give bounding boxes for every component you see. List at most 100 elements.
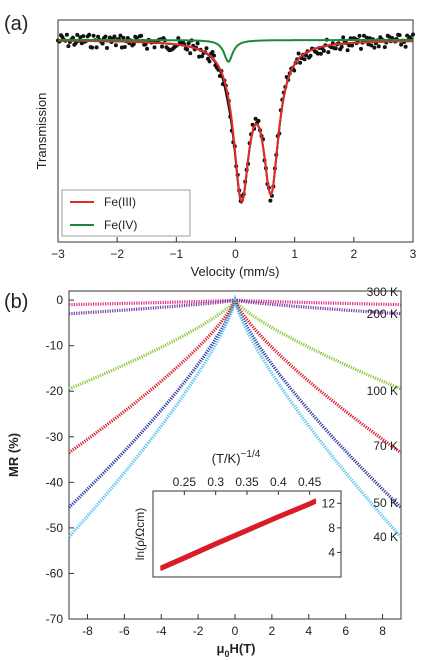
panel-a-data-point	[139, 33, 144, 38]
panel-b-ylabel: MR (%)	[6, 433, 21, 477]
panel-a-data-point	[75, 32, 80, 37]
panel-a-data-point	[200, 54, 205, 59]
panel-b-xticks: -8 -6 -4 -2 0 2 4 6 8	[82, 614, 386, 638]
panel-b-label: (b)	[4, 291, 28, 313]
panel-a-data-point	[387, 34, 392, 39]
panel-b-ytick-label: -40	[46, 475, 64, 489]
temp-label-40k: 40 K	[373, 530, 398, 544]
panel-a-xtick-label: −3	[51, 247, 65, 261]
panel-a-data-point	[197, 54, 202, 59]
panel-a-data-point	[315, 51, 320, 56]
panel-b-xtick-label: 4	[305, 624, 312, 638]
panel-a-data-point	[131, 42, 136, 46]
panel-b-ytick-label: 0	[56, 293, 63, 307]
inset-yticks: 4 8 12	[322, 496, 341, 559]
temp-label-100k: 100 K	[367, 384, 398, 398]
panel-a-data-point	[369, 43, 374, 48]
panel-a-data-point	[105, 46, 109, 50]
temp-label-300k: 300 K	[367, 285, 398, 299]
panel-b-xtick-label: -6	[119, 624, 130, 638]
panel-a-data-point	[113, 43, 118, 48]
panel-a-data-point	[81, 34, 86, 39]
panel-b-xtick-label: 6	[342, 624, 349, 638]
inset-xticks: 0.25 0.3 0.35 0.4 0.45	[173, 475, 322, 495]
panel-a-total-fit-line	[58, 39, 413, 205]
panel-b-yticks: 0 -10 -20 -30 -40 -50 -60 -70	[46, 293, 74, 626]
panel-a-data-point	[362, 33, 366, 38]
panel-a-data-point	[121, 35, 126, 40]
panel-b-series	[67, 294, 403, 539]
panel-a-data-point	[268, 198, 273, 203]
panel-a-data-point	[195, 41, 200, 46]
panel-a-label: (a)	[4, 13, 28, 35]
inset-xtick-label: 0.3	[207, 475, 224, 489]
inset: (T/K)−1/4 ln(ρ/Ωcm) 0.25 0.3 0.35 0.4 0.45 4…	[133, 449, 342, 578]
panel-a-data-point	[176, 36, 181, 41]
panel-a-data-point	[321, 48, 326, 53]
inset-xtick-label: 0.35	[235, 475, 259, 489]
panel-a-data-point	[207, 59, 212, 64]
mr-curve-70k	[68, 296, 402, 455]
panel-a-data-point	[152, 45, 157, 50]
panel-b-xtick-label: -4	[156, 624, 167, 638]
panel-a-fe4-line	[58, 39, 413, 64]
mr-curve-100k	[68, 297, 402, 391]
panel-a-data-point	[91, 33, 96, 38]
inset-xtick-label: 0.4	[270, 475, 287, 489]
panel-a-data-point	[339, 44, 344, 49]
inset-ytick-label: 4	[328, 545, 335, 559]
inset-series	[160, 498, 317, 571]
panel-a-data-point	[253, 116, 258, 121]
panel-a-xtick-label: −1	[169, 247, 183, 261]
panel-a-data-point	[125, 36, 130, 40]
panel-a-data-point	[66, 44, 71, 49]
panel-a-data-point	[186, 41, 191, 46]
panel-a-xlabel: Velocity (mm/s)	[191, 264, 280, 279]
panel-b-xtick-label: -2	[193, 624, 204, 638]
panel-a-data-point	[326, 50, 331, 55]
panel-b-temperature-labels: 300 K 200 K 100 K 70 K 50 K 40 K	[367, 285, 398, 544]
panel-a-data-point	[298, 60, 303, 65]
panel-a-data-point	[411, 32, 415, 37]
panel-b-ytick-label: -10	[46, 339, 64, 353]
panel-a-data-point	[78, 35, 83, 40]
panel-b-xtick-label: -8	[82, 624, 93, 638]
panel-a-data-point	[96, 34, 101, 39]
panel-a-data-point	[399, 42, 404, 47]
panel-a-data-points	[56, 32, 415, 203]
panel-a-fe3-line	[58, 39, 413, 204]
panel-a-data-point	[122, 45, 127, 49]
legend-box	[61, 189, 191, 237]
temp-label-200k: 200 K	[367, 307, 398, 321]
panel-a-data-point	[188, 51, 193, 56]
panel-a-legend: Fe(III) Fe(IV)	[61, 189, 191, 237]
panel-a-data-point	[94, 45, 99, 50]
panel-a-data-point	[292, 68, 297, 73]
inset-xlabel: (T/K)−1/4	[212, 449, 261, 466]
inset-xtick-label: 0.45	[298, 475, 322, 489]
panel-a-data-point	[347, 43, 352, 48]
panel-a-data-point	[376, 44, 381, 49]
panel-b-xlabel: μ0H(T)	[217, 641, 256, 659]
inset-ytick-label: 12	[322, 496, 336, 510]
panel-a-data-point	[64, 32, 69, 37]
panel-b-ytick-label: -30	[46, 430, 64, 444]
panel-b-ytick-label: -20	[46, 384, 64, 398]
panel-a-data-point	[308, 53, 313, 58]
panel-a-data-point	[118, 33, 123, 38]
panel-a-data-point	[329, 45, 334, 50]
panel-a-data-point	[350, 43, 355, 48]
panel-b-ytick-label: -60	[46, 566, 64, 580]
panel-a-data-point	[185, 47, 190, 52]
panel-a-data-point	[212, 53, 216, 58]
panel-a-data-point	[302, 57, 307, 62]
inset-data-line	[160, 501, 317, 571]
panel-a-data-point	[318, 51, 323, 56]
panel-a-data-point	[70, 35, 75, 40]
panel-a-data-point	[382, 45, 387, 50]
panel-b-xtick-label: 2	[269, 624, 276, 638]
inset-data-line	[160, 498, 317, 568]
mr-curve-40k	[67, 294, 403, 539]
panel-a-data-point	[345, 48, 350, 53]
